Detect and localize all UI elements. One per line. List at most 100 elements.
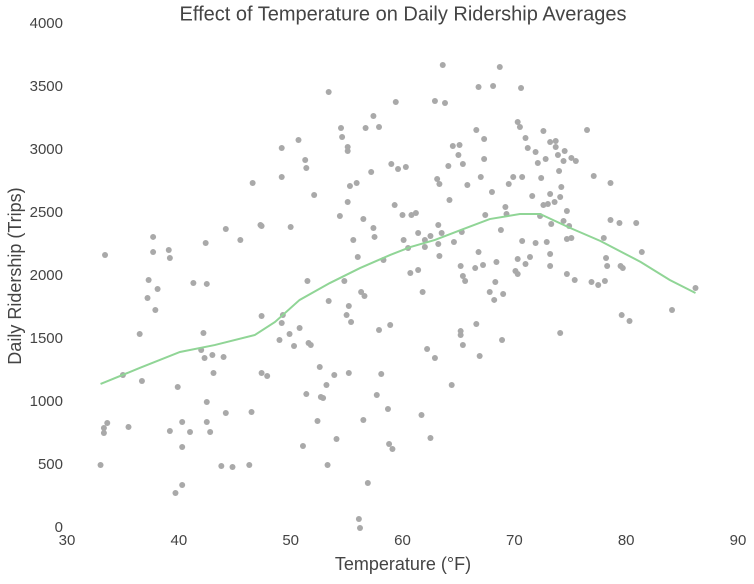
scatter-point (360, 417, 367, 424)
scatter-point (584, 126, 591, 133)
scatter-point (364, 480, 371, 487)
scatter-point (368, 169, 375, 176)
scatter-point (522, 135, 529, 142)
scatter-point (276, 337, 283, 344)
x-tick-label: 70 (506, 532, 523, 549)
scatter-point (320, 394, 327, 401)
scatter-point (345, 302, 352, 309)
scatter-point (519, 173, 526, 180)
scatter-point (544, 201, 551, 208)
scatter-point (307, 342, 314, 349)
scatter-point (331, 372, 338, 379)
scatter-point (601, 278, 608, 285)
scatter-point (278, 173, 285, 180)
scatter-point (435, 240, 442, 247)
scatter-point (560, 157, 567, 164)
scatter-point (505, 181, 512, 188)
scatter-point (190, 280, 197, 287)
scatter-point (473, 321, 480, 328)
scatter-point (407, 269, 414, 276)
scatter-point (237, 236, 244, 243)
scatter-point (418, 411, 425, 418)
scatter-point (391, 202, 398, 209)
scatter-point (491, 296, 498, 303)
scatter-point (203, 280, 210, 287)
scatter-point (557, 193, 564, 200)
scatter-point (179, 482, 186, 489)
scatter-point (449, 142, 456, 149)
scatter-point (529, 192, 536, 199)
scatter-point (500, 291, 507, 298)
y-tick-label: 0 (55, 519, 63, 536)
scatter-point (547, 139, 554, 146)
scatter-point (473, 126, 480, 133)
scatter-point (603, 254, 610, 261)
scatter-point (540, 202, 547, 209)
scatter-point (166, 427, 173, 434)
scatter-point (540, 127, 547, 134)
x-tick-label: 90 (730, 532, 747, 549)
scatter-point (325, 297, 332, 304)
scatter-point (357, 525, 364, 531)
scatter-point (323, 381, 330, 388)
scatter-point (218, 463, 225, 470)
scatter-point (303, 165, 310, 172)
scatter-point (492, 279, 499, 286)
scatter-point (568, 234, 575, 241)
scatter-point (201, 355, 208, 362)
scatter-point (222, 409, 229, 416)
scatter-point (202, 239, 209, 246)
scatter-point (353, 180, 360, 187)
scatter-point (669, 307, 676, 314)
x-tick-label: 60 (394, 532, 411, 549)
scatter-point (102, 251, 109, 258)
scatter-point (286, 330, 293, 337)
scatter-point (464, 182, 471, 189)
scatter-point (431, 355, 438, 362)
scatter-point (299, 442, 306, 449)
scatter-point (203, 419, 210, 426)
scatter-point (258, 370, 265, 377)
x-tick-label: 40 (170, 532, 187, 549)
scatter-point (633, 219, 640, 226)
scatter-point (303, 391, 310, 398)
scatter-point (493, 259, 500, 266)
y-tick-label: 1500 (30, 330, 63, 347)
y-axis-label: Daily Ridership (Trips) (5, 187, 25, 364)
scatter-point (333, 436, 340, 443)
scatter-point (560, 217, 567, 224)
scatter-point (220, 354, 227, 361)
scatter-point (258, 312, 265, 319)
scatter-point (100, 424, 107, 431)
scatter-point (348, 318, 355, 325)
scatter-point (424, 345, 431, 352)
scatter-point (207, 428, 214, 435)
scatter-point (222, 226, 229, 233)
scatter-point (125, 423, 132, 430)
scatter-point (518, 85, 525, 92)
scatter-point (337, 124, 344, 131)
scatter-point (344, 143, 351, 150)
scatter-point (248, 408, 255, 415)
x-tick-label: 80 (618, 532, 635, 549)
scatter-point (532, 239, 539, 246)
scatter-point (502, 203, 509, 210)
chart-title: Effect of Temperature on Daily Ridership… (180, 3, 627, 25)
scatter-point (387, 322, 394, 329)
scatter-point (538, 174, 545, 181)
scatter-point (373, 391, 380, 398)
scatter-point (346, 183, 353, 190)
scatter-point (477, 173, 484, 180)
scatter-point (522, 261, 529, 268)
scatter-point (421, 244, 428, 251)
scatter-point (370, 224, 377, 231)
scatter-point (497, 227, 504, 234)
scatter-point (486, 289, 493, 296)
scatter-point (510, 173, 517, 180)
scatter-point (258, 222, 265, 229)
scatter-point (476, 353, 483, 360)
scatter-point (339, 134, 346, 141)
scatter-point (304, 278, 311, 285)
scatter-point (172, 489, 179, 496)
